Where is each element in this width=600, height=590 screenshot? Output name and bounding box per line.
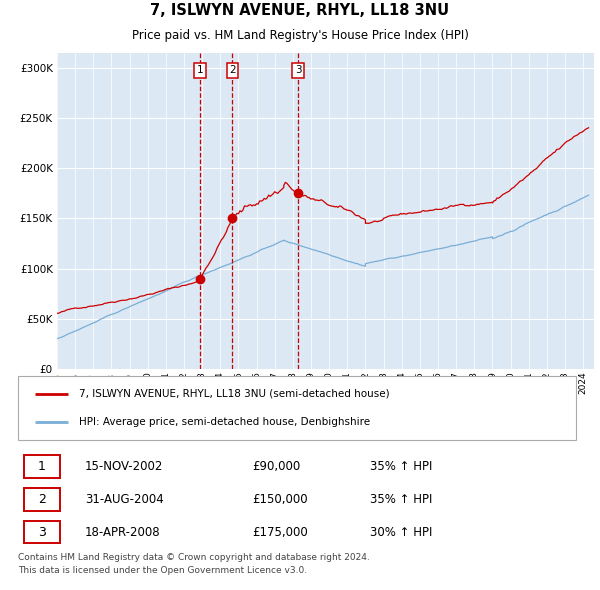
Text: 1: 1 [38,460,46,473]
Text: 35% ↑ HPI: 35% ↑ HPI [370,493,432,506]
Text: 15-NOV-2002: 15-NOV-2002 [85,460,163,473]
Text: 1: 1 [197,65,203,76]
Text: 3: 3 [38,526,46,539]
Text: 31-AUG-2004: 31-AUG-2004 [85,493,164,506]
Text: £90,000: £90,000 [253,460,301,473]
Text: 2: 2 [229,65,236,76]
FancyBboxPatch shape [23,488,60,511]
FancyBboxPatch shape [23,520,60,543]
Text: 7, ISLWYN AVENUE, RHYL, LL18 3NU: 7, ISLWYN AVENUE, RHYL, LL18 3NU [151,2,449,18]
Text: Price paid vs. HM Land Registry's House Price Index (HPI): Price paid vs. HM Land Registry's House … [131,29,469,42]
FancyBboxPatch shape [18,376,576,440]
Text: 2: 2 [38,493,46,506]
Text: 7, ISLWYN AVENUE, RHYL, LL18 3NU (semi-detached house): 7, ISLWYN AVENUE, RHYL, LL18 3NU (semi-d… [79,389,390,399]
FancyBboxPatch shape [23,455,60,478]
Text: Contains HM Land Registry data © Crown copyright and database right 2024.
This d: Contains HM Land Registry data © Crown c… [18,553,370,575]
Text: 3: 3 [295,65,302,76]
Text: 30% ↑ HPI: 30% ↑ HPI [370,526,432,539]
Text: £150,000: £150,000 [253,493,308,506]
Text: £175,000: £175,000 [253,526,308,539]
Text: 35% ↑ HPI: 35% ↑ HPI [370,460,432,473]
Text: 18-APR-2008: 18-APR-2008 [85,526,161,539]
Text: HPI: Average price, semi-detached house, Denbighshire: HPI: Average price, semi-detached house,… [79,417,371,427]
